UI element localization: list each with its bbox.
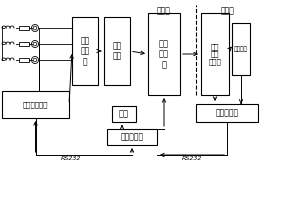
Text: RS232: RS232 — [182, 156, 202, 161]
Text: RS232: RS232 — [61, 156, 81, 161]
Bar — [107, 129, 157, 145]
Text: 程控计算机: 程控计算机 — [120, 132, 144, 142]
Bar — [19, 58, 29, 62]
Bar — [19, 26, 29, 30]
Bar — [72, 17, 98, 85]
Text: 直流多功能: 直流多功能 — [215, 108, 238, 117]
Text: 多路
整变: 多路 整变 — [112, 41, 122, 61]
Text: 三相交流仪表: 三相交流仪表 — [23, 101, 48, 108]
Bar — [112, 106, 136, 122]
Bar — [201, 13, 229, 95]
Text: 及电压件: 及电压件 — [234, 46, 248, 52]
Bar — [19, 42, 29, 46]
Bar — [232, 23, 250, 75]
Text: 直流侧: 直流侧 — [221, 6, 235, 15]
Bar — [196, 104, 258, 122]
Bar — [2, 91, 69, 118]
Text: 高压
控制
柜: 高压 控制 柜 — [80, 36, 90, 66]
Text: 显示: 显示 — [119, 110, 129, 118]
Bar — [148, 13, 180, 95]
Text: 多路
整流
柜: 多路 整流 柜 — [159, 39, 169, 69]
Bar — [104, 17, 130, 85]
Text: 多路
电流
互感器: 多路 电流 互感器 — [208, 43, 221, 65]
Text: 交流侧: 交流侧 — [157, 6, 171, 15]
